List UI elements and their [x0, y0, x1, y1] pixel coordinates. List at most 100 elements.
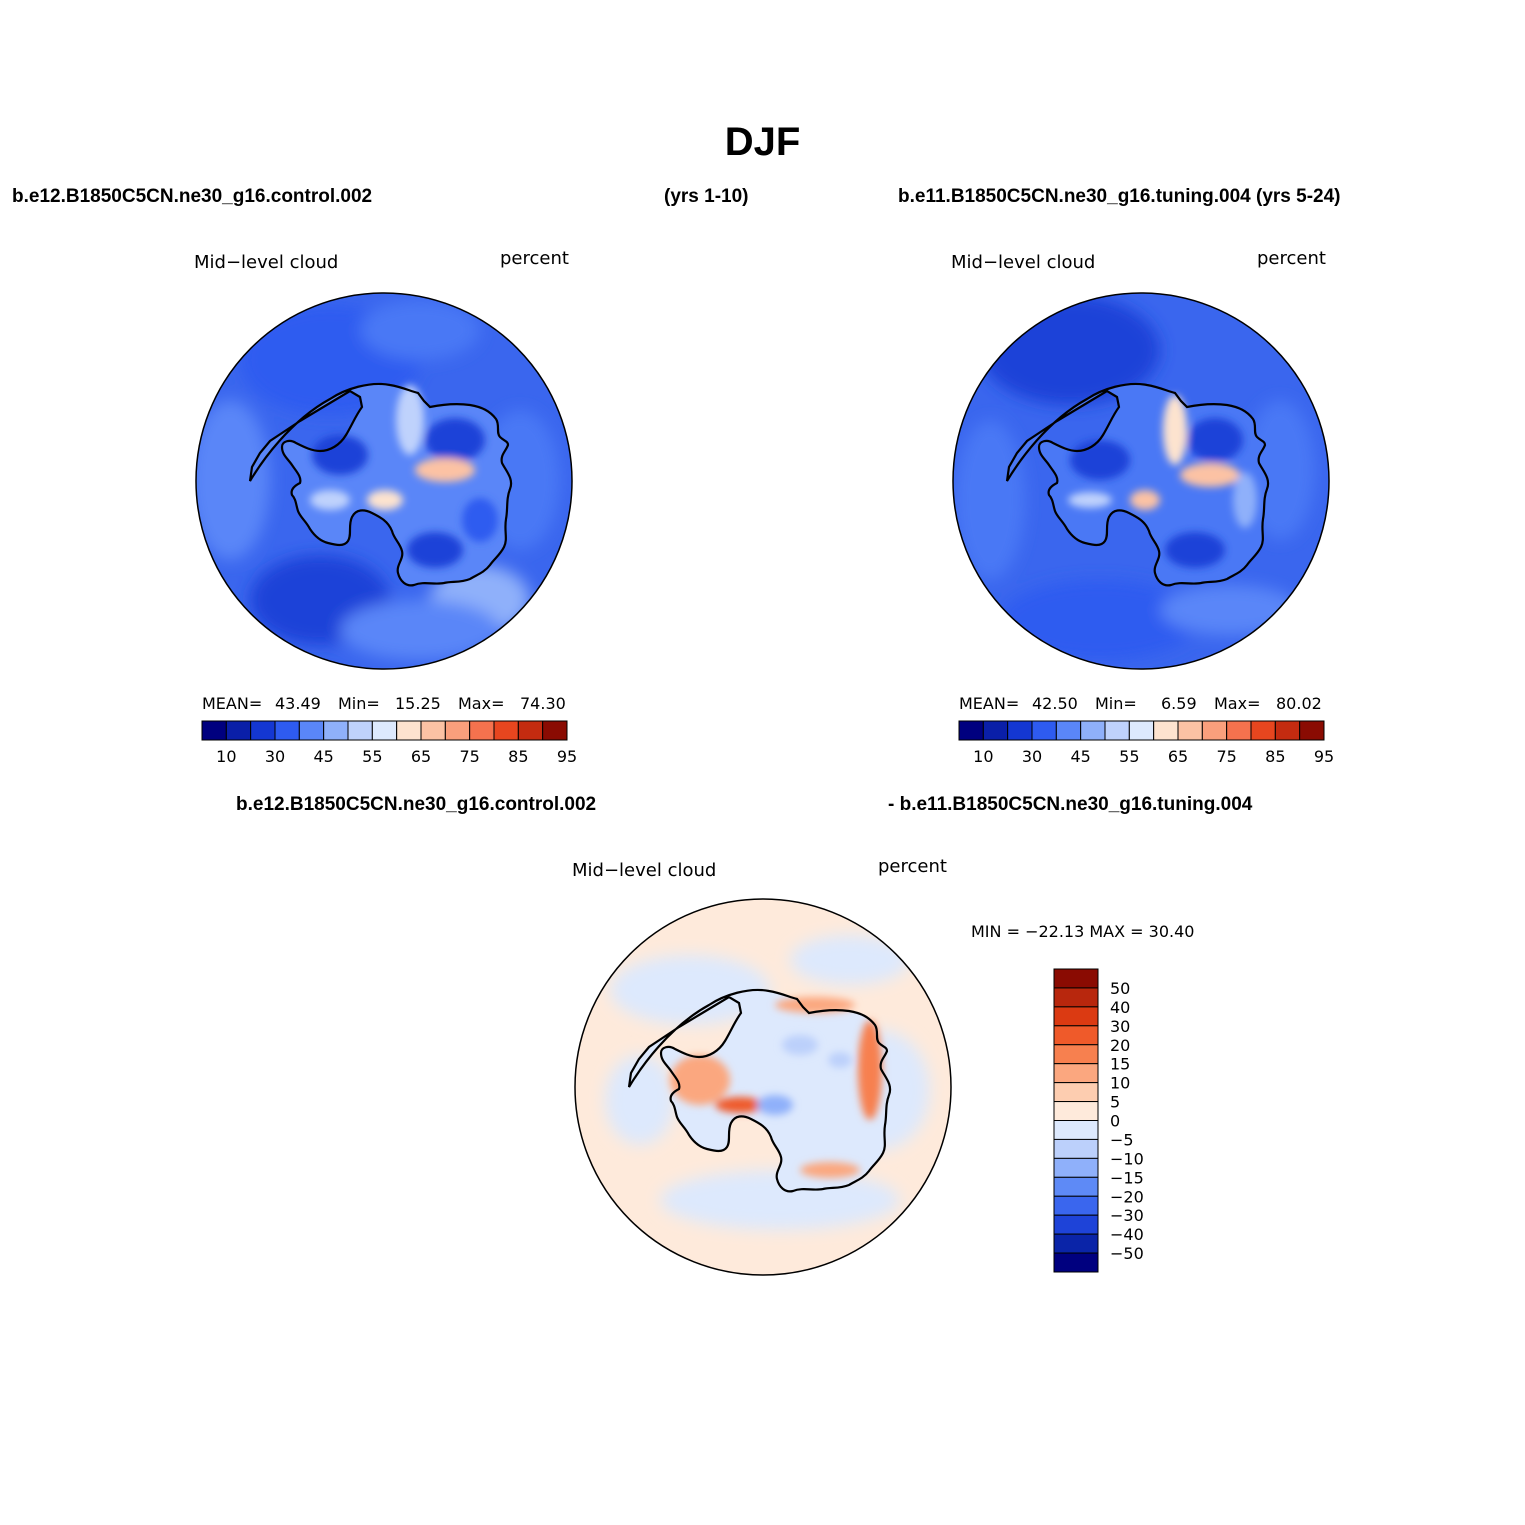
panel1-variable: Mid−level cloud [194, 252, 339, 273]
panel3-tick-label: −40 [1110, 1225, 1144, 1244]
panel3-colorbar-swatch [1053, 987, 1099, 1008]
panel1-colorbar-swatch [371, 720, 398, 741]
panel2-colorbar-swatch [1031, 720, 1057, 741]
panel2-colorbar-tick-label: 10 [973, 747, 993, 766]
panel3-tick-label: 40 [1110, 998, 1130, 1017]
panel2-mean: 42.50 [1032, 694, 1078, 713]
panel1-max: 74.30 [520, 694, 566, 713]
panel2-colorbar-swatch [1250, 720, 1276, 741]
panel1-colorbar-swatch [493, 720, 519, 741]
panel1-colorbar-swatch [201, 720, 227, 741]
panel3-colorbar-swatch [1053, 1025, 1099, 1046]
colorbars: 10 30 45 55 65 75 85 95 10 30 45 55 65 75 85 9550403020… [201, 720, 1334, 1273]
panel3-colorbar-swatch [1053, 1138, 1099, 1159]
panel2-colorbar-tick-label: 30 [1022, 747, 1042, 766]
panel1-colorbar-swatch [469, 720, 495, 741]
panel2-colorbar-swatch [1104, 720, 1130, 741]
panel3-colorbar-swatch [1053, 1101, 1099, 1121]
panel2-max: 80.02 [1276, 694, 1322, 713]
panel1-colorbar-swatch [250, 720, 276, 741]
panel1-colorbar-swatch [396, 720, 422, 741]
panel2-colorbar-swatch [1274, 720, 1301, 741]
panel3-colorbar-swatch [1053, 1252, 1099, 1273]
panel2-colorbar-swatch [1177, 720, 1203, 741]
panel1-min-label: Min= [338, 694, 380, 713]
panel1-colorbar-swatch [542, 720, 568, 741]
panel3-colorbar-swatch [1053, 1157, 1099, 1178]
panel3-tick-label: 30 [1110, 1017, 1130, 1036]
panel2-colorbar-swatch [1080, 720, 1106, 741]
panel2-map [952, 292, 1330, 670]
panel3-colorbar-swatch [1053, 968, 1099, 989]
main-title: DJF [724, 120, 801, 164]
panel3-colorbar-swatch [1053, 1120, 1099, 1140]
panel3-tick-label: 50 [1110, 979, 1130, 998]
panel3-tick-label: 0 [1110, 1112, 1120, 1131]
panel1-map [195, 292, 573, 670]
panel3-colorbar-swatch [1053, 1195, 1099, 1216]
panel3-tick-label: −30 [1110, 1206, 1144, 1225]
panel3-colorbar-swatch [1053, 1214, 1099, 1235]
panel2-colorbar-tick-label: 55 [1119, 747, 1139, 766]
panel3-colorbar-swatch [1053, 1006, 1099, 1027]
panel2-mean-label: MEAN= [959, 694, 1020, 713]
panel3-colorbar-swatch [1053, 1176, 1099, 1197]
panel2-colorbar-tick-label: 95 [1314, 747, 1334, 766]
panel2-colorbar-swatch [1299, 720, 1325, 741]
panel2-colorbar-swatch [1055, 720, 1082, 741]
panel1-colorbar-tick-label: 75 [459, 747, 479, 766]
panel1-colorbar-tick-label: 95 [557, 747, 577, 766]
panel3-colorbar-swatch [1053, 1082, 1099, 1103]
panel2-colorbar-tick-label: 75 [1216, 747, 1236, 766]
panel1-colorbar-tick-label: 85 [508, 747, 528, 766]
panel1-min: 15.25 [395, 694, 441, 713]
panel1-mean-label: MEAN= [202, 694, 263, 713]
panel2-colorbar-swatch [1128, 720, 1155, 741]
panel1-colorbar-swatch [274, 720, 300, 741]
panel1-colorbar-swatch [444, 720, 471, 741]
panel3-tick-label: 5 [1110, 1093, 1120, 1112]
years-label: (yrs 1-10) [664, 186, 749, 207]
panel2-variable: Mid−level cloud [951, 252, 1096, 273]
panel3-tick-label: 10 [1110, 1074, 1130, 1093]
panel1-colorbar-swatch [347, 720, 373, 741]
panel1-max-label: Max= [458, 694, 505, 713]
panel1-colorbar-swatch [298, 720, 325, 741]
panel3-tick-label: −50 [1110, 1244, 1144, 1263]
panel3-colorbar-swatch [1053, 1063, 1099, 1084]
panel3-minmax: MIN = −22.13 MAX = 30.40 [971, 922, 1195, 941]
panel2-colorbar-swatch [982, 720, 1009, 741]
panel3-tick-label: −10 [1110, 1149, 1144, 1168]
panel2-colorbar-swatch [1226, 720, 1252, 741]
panel3-tick-label: 20 [1110, 1036, 1130, 1055]
diff-title-left: b.e12.B1850C5CN.ne30_g16.control.002 [236, 794, 597, 815]
panel2-colorbar-swatch [1007, 720, 1033, 741]
panel3-tick-label: −20 [1110, 1187, 1144, 1206]
panel3-colorbar-swatch [1053, 1233, 1099, 1254]
panel3-tick-label: −15 [1110, 1168, 1144, 1187]
panel2-colorbar-tick-label: 45 [1070, 747, 1090, 766]
panel1-colorbar-tick-label: 45 [313, 747, 333, 766]
panel3-map [574, 898, 952, 1276]
panel1-colorbar-tick-label: 65 [411, 747, 431, 766]
panel1-colorbar-swatch [225, 720, 252, 741]
run-title-left: b.e12.B1850C5CN.ne30_g16.control.002 [12, 186, 373, 207]
panel1-units: percent [500, 248, 569, 269]
panel2-colorbar-swatch [958, 720, 984, 741]
panel1-colorbar-tick-label: 30 [265, 747, 285, 766]
panel1-mean: 43.49 [275, 694, 321, 713]
panel1-colorbar-swatch [323, 720, 349, 741]
panel2-colorbar-swatch [1153, 720, 1179, 741]
panel2-colorbar-tick-label: 65 [1168, 747, 1188, 766]
panel1-colorbar-tick-label: 10 [216, 747, 236, 766]
panel1-colorbar-swatch [420, 720, 446, 741]
diff-title-right: - b.e11.B1850C5CN.ne30_g16.tuning.004 [888, 794, 1253, 815]
run-title-right: b.e11.B1850C5CN.ne30_g16.tuning.004 (yrs… [898, 186, 1341, 207]
panel2-min: 6.59 [1161, 694, 1197, 713]
panel2-colorbar-swatch [1201, 720, 1228, 741]
panel3-tick-label: −5 [1110, 1130, 1134, 1149]
panel1-colorbar-tick-label: 55 [362, 747, 382, 766]
panel3-variable: Mid−level cloud [572, 860, 717, 881]
panel3-colorbar-swatch [1053, 1044, 1099, 1065]
